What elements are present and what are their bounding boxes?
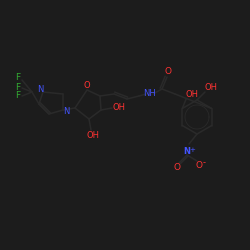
Text: OH: OH bbox=[186, 90, 199, 99]
Text: F: F bbox=[16, 82, 20, 92]
Text: -: - bbox=[202, 158, 205, 168]
Text: OH: OH bbox=[86, 132, 100, 140]
Text: O: O bbox=[196, 160, 202, 170]
Text: F: F bbox=[16, 92, 20, 100]
Text: O: O bbox=[84, 82, 90, 90]
Text: +: + bbox=[189, 147, 195, 153]
Text: NH: NH bbox=[144, 90, 156, 98]
Text: O: O bbox=[174, 162, 180, 172]
Text: O: O bbox=[164, 66, 172, 76]
Text: OH: OH bbox=[204, 84, 218, 92]
Text: N: N bbox=[63, 106, 69, 116]
Text: N: N bbox=[37, 86, 43, 94]
Text: OH: OH bbox=[112, 104, 126, 112]
Text: N: N bbox=[184, 148, 190, 156]
Text: F: F bbox=[16, 74, 20, 82]
